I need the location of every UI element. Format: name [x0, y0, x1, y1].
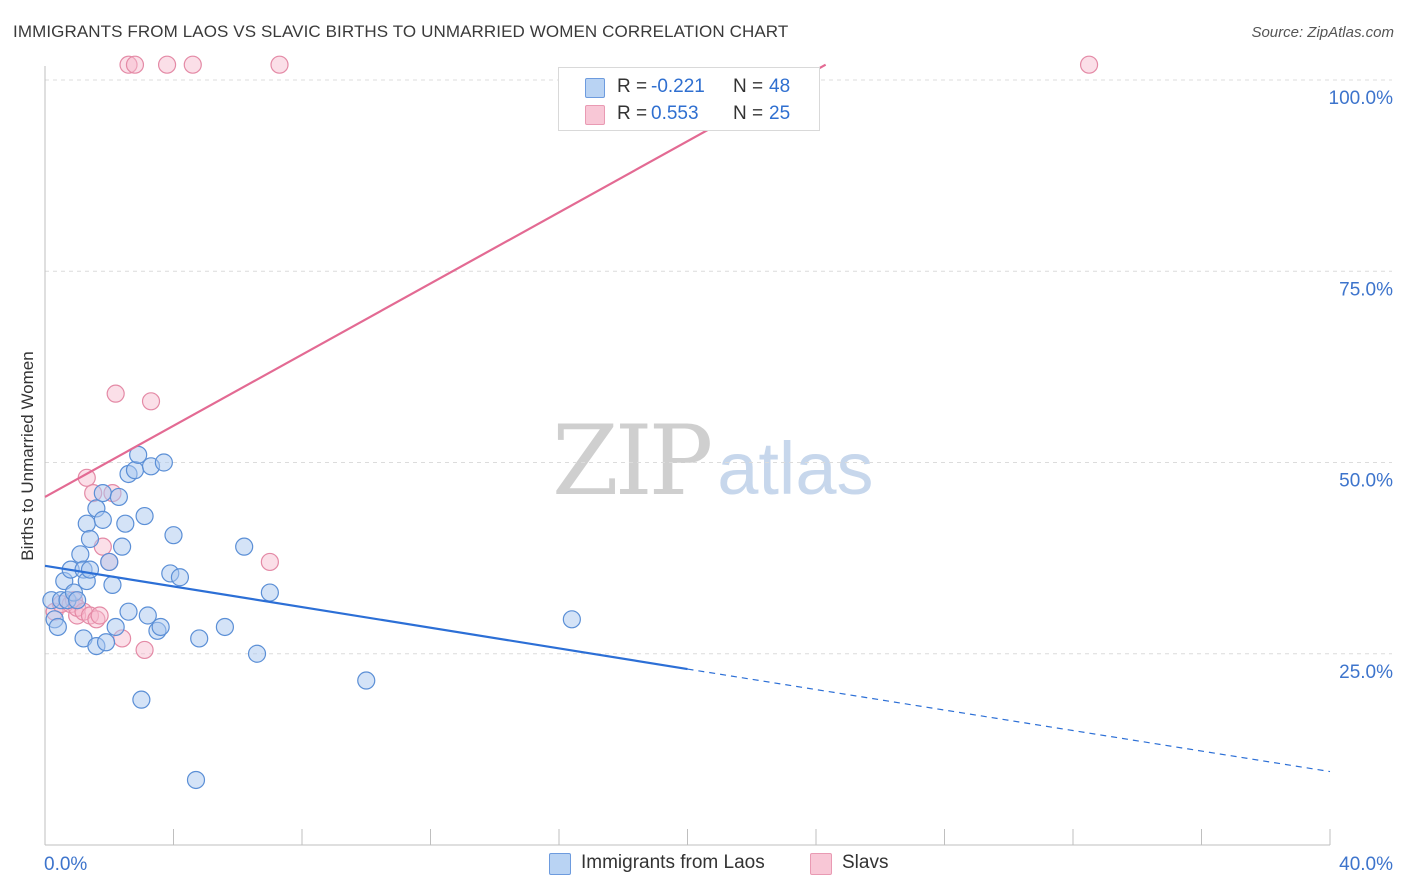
laos-point [170, 568, 190, 587]
r-value: -0.221 [651, 76, 705, 97]
laos-point [186, 770, 206, 790]
axes [44, 66, 1331, 846]
laos-point [247, 644, 267, 663]
laos-point [48, 617, 67, 637]
laos-point [112, 537, 132, 556]
laos-point [106, 617, 125, 637]
laos-point [109, 487, 128, 507]
r-label: R = [617, 76, 648, 97]
laos-point [190, 629, 209, 648]
source-credit: Source: ZipAtlas.com [1251, 24, 1394, 41]
laos-point [154, 453, 173, 472]
laos-trend-line [44, 564, 688, 671]
laos-swatch [585, 78, 605, 98]
n-label: N = [733, 76, 764, 97]
slavs-point [90, 606, 109, 625]
laos-point [235, 537, 254, 556]
laos-legend-swatch [549, 853, 571, 875]
laos-point [80, 529, 100, 549]
laos-point [77, 514, 96, 533]
laos-point [116, 514, 135, 533]
y-tick-label: 50.0% [1339, 471, 1393, 492]
slavs-legend-swatch [810, 853, 832, 875]
slavs-point [119, 55, 138, 74]
y-tick-label: 75.0% [1339, 279, 1393, 300]
slavs-point [270, 55, 289, 74]
x-tick-label: 0.0% [44, 854, 87, 875]
n-value: 48 [769, 76, 791, 97]
laos-point [138, 606, 157, 625]
correlation-legend: R = -0.221 N = 48 R = 0.553 N = 25 [558, 67, 820, 131]
watermark-zip: ZIP [552, 405, 713, 517]
trend-lines [44, 63, 1331, 773]
laos-point [68, 591, 87, 610]
tick-labels: 25.0% 50.0% 75.0% 100.0% 0.0% 40.0% [44, 88, 1393, 875]
slavs-point [157, 55, 177, 74]
r-value: 0.553 [651, 103, 699, 124]
slavs-point [141, 392, 161, 411]
n-value: 25 [769, 103, 791, 124]
x-tick-label: 40.0% [1339, 854, 1393, 875]
laos-point [260, 583, 279, 602]
laos-point [119, 602, 138, 621]
laos-point [93, 484, 112, 503]
gridlines [45, 79, 1392, 655]
laos-point [100, 552, 119, 572]
slavs-trend-line [44, 63, 827, 498]
slavs-swatch [585, 105, 605, 125]
laos-point [135, 506, 154, 526]
r-label: R = [617, 103, 648, 124]
slavs-legend-label: Slavs [842, 852, 889, 873]
laos-point [164, 526, 183, 545]
watermark-atlas: atlas [717, 427, 874, 510]
laos-point [151, 617, 170, 637]
laos-legend-label: Immigrants from Laos [581, 852, 765, 873]
slavs-point [135, 640, 154, 660]
laos-point [96, 633, 116, 652]
slavs-point [260, 552, 279, 572]
n-label: N = [733, 103, 764, 124]
laos-point [71, 545, 90, 564]
slavs-points [45, 55, 1099, 660]
chart-title: IMMIGRANTS FROM LAOS VS SLAVIC BIRTHS TO… [13, 22, 789, 41]
laos-point [80, 560, 100, 579]
slavs-point [125, 55, 145, 74]
laos-point [93, 510, 112, 529]
slavs-point [1079, 55, 1099, 74]
laos-point [562, 610, 581, 629]
y-tick-label: 25.0% [1339, 662, 1393, 683]
laos-point [215, 617, 234, 637]
laos-points [42, 445, 581, 790]
laos-trend-extension [687, 668, 1331, 773]
zipatlas-watermark: ZIP atlas [552, 405, 874, 517]
laos-point [357, 671, 376, 690]
laos-point [125, 461, 145, 480]
slavs-point [106, 384, 125, 403]
laos-point [132, 690, 151, 709]
laos-point [103, 575, 122, 595]
y-tick-label: 100.0% [1329, 88, 1394, 109]
slavs-point [183, 55, 202, 74]
